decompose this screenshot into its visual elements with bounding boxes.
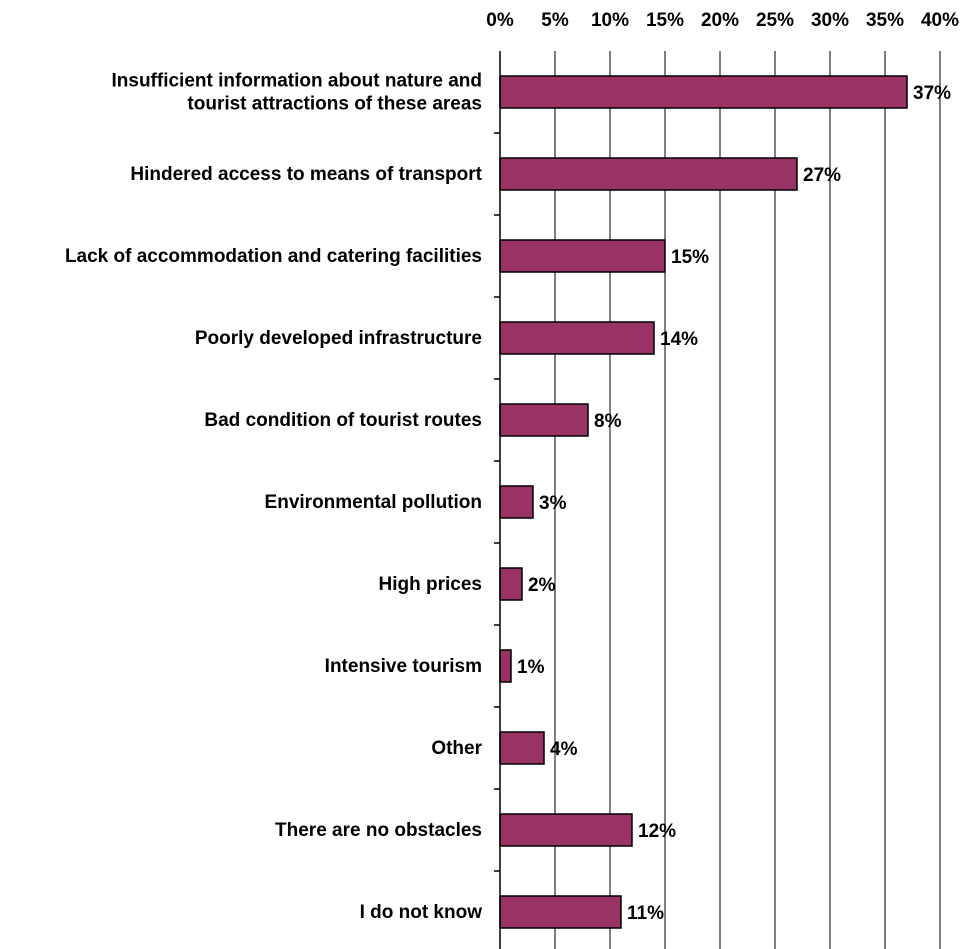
bar	[499, 485, 534, 519]
data-label: 8%	[594, 411, 622, 432]
category-label: There are no obstacles	[275, 820, 482, 841]
bar	[499, 813, 633, 847]
category-axis	[494, 51, 501, 949]
bar	[499, 731, 545, 765]
bar	[499, 649, 512, 683]
category-label: Poorly developed infrastructure	[195, 328, 482, 349]
category-label: Lack of accommodation and catering facil…	[65, 246, 482, 267]
category-label-line: tourist attractions of these areas	[187, 94, 482, 115]
category-label: High prices	[379, 574, 482, 595]
category-label: Other	[431, 738, 482, 759]
category-label: Insufficient information about nature an…	[112, 71, 483, 115]
bar	[499, 895, 622, 929]
x-tick-label: 20%	[701, 10, 739, 31]
category-label: Environmental pollution	[265, 492, 482, 513]
x-tick-label: 40%	[921, 10, 959, 31]
category-label-line: Bad condition of tourist routes	[204, 410, 482, 431]
data-label: 37%	[913, 83, 951, 104]
bar	[499, 321, 655, 355]
data-labels: 37% 27% 15% 14% 8% 3% 2% 1% 4% 12% 11%	[517, 83, 951, 924]
bar	[499, 567, 523, 601]
category-label-line: Poorly developed infrastructure	[195, 328, 482, 349]
data-label: 15%	[671, 247, 709, 268]
category-label: I do not know	[360, 902, 483, 923]
x-tick-label: 15%	[646, 10, 684, 31]
category-label-line: Insufficient information about nature an…	[112, 71, 483, 92]
category-label-line: Lack of accommodation and catering facil…	[65, 246, 482, 267]
x-axis-tick-labels: 0% 5% 10% 15% 20% 25% 30% 35% 40%	[486, 10, 959, 31]
data-label: 11%	[627, 903, 664, 924]
gridlines	[554, 51, 941, 949]
bar	[499, 157, 798, 191]
category-labels: Insufficient information about nature an…	[65, 71, 483, 924]
category-label: Bad condition of tourist routes	[204, 410, 482, 431]
data-label: 12%	[638, 821, 676, 842]
bar	[499, 75, 908, 109]
category-label: Intensive tourism	[325, 656, 482, 677]
x-tick-label: 30%	[811, 10, 849, 31]
data-label: 3%	[539, 493, 567, 514]
x-tick-label: 10%	[591, 10, 629, 31]
category-label: Hindered access to means of transport	[130, 164, 482, 185]
data-label: 1%	[517, 657, 545, 678]
category-label-line: High prices	[379, 574, 482, 595]
bar	[499, 403, 589, 437]
category-label-line: Intensive tourism	[325, 656, 482, 677]
category-label-line: I do not know	[360, 902, 483, 923]
x-tick-label: 35%	[866, 10, 904, 31]
bar	[499, 239, 666, 273]
category-label-line: There are no obstacles	[275, 820, 482, 841]
data-label: 27%	[803, 165, 841, 186]
category-label-line: Environmental pollution	[265, 492, 482, 513]
data-label: 2%	[528, 575, 556, 596]
data-label: 14%	[660, 329, 698, 350]
category-label-line: Other	[431, 738, 482, 759]
x-tick-label: 5%	[541, 10, 569, 31]
category-label-line: Hindered access to means of transport	[130, 164, 482, 185]
data-label: 4%	[550, 739, 578, 760]
x-tick-label: 0%	[486, 10, 514, 31]
x-tick-label: 25%	[756, 10, 794, 31]
